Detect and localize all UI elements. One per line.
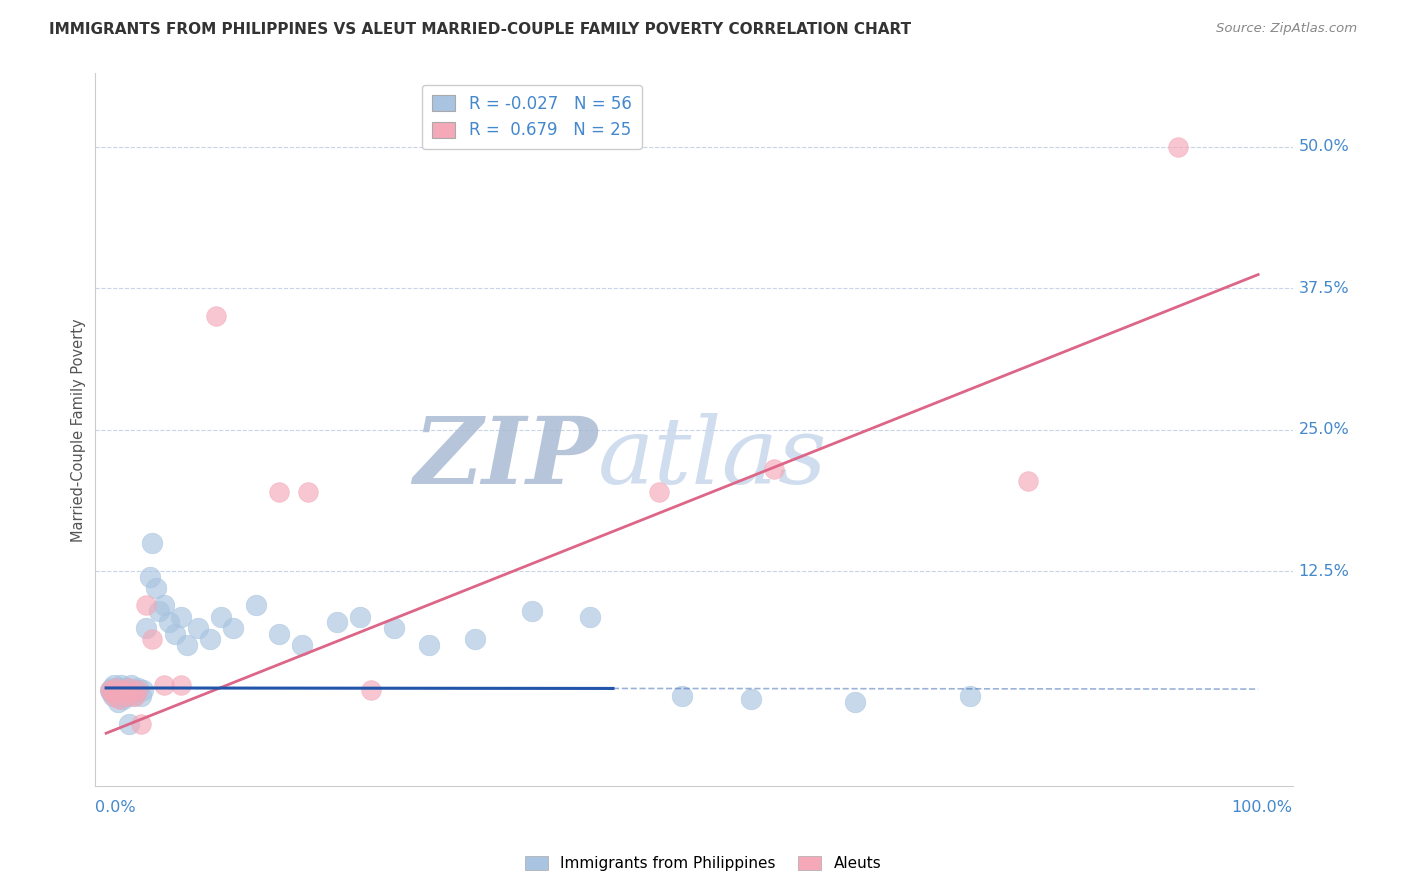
Point (104, 683, 127, 698)
Point (159, 615, 181, 630)
Point (114, 683, 136, 698)
Point (198, 632, 221, 647)
Point (127, 683, 149, 698)
Text: atlas: atlas (598, 413, 827, 503)
Point (245, 599, 267, 613)
Point (135, 599, 157, 613)
Point (107, 692, 129, 706)
Text: 0.0%: 0.0% (94, 800, 135, 815)
Point (101, 681, 124, 695)
Point (107, 689, 129, 703)
Point (148, 604, 170, 618)
Point (141, 536, 163, 550)
Text: 50.0%: 50.0% (1299, 139, 1350, 154)
Legend: Immigrants from Philippines, Aleuts: Immigrants from Philippines, Aleuts (519, 849, 887, 877)
Point (129, 689, 152, 703)
Point (382, 621, 405, 635)
Point (141, 632, 163, 647)
Point (103, 689, 125, 703)
Text: ZIP: ZIP (413, 413, 598, 503)
Text: 37.5%: 37.5% (1299, 281, 1350, 295)
Text: 12.5%: 12.5% (1299, 564, 1350, 579)
Point (105, 685, 128, 699)
Point (222, 621, 245, 635)
Point (118, 683, 141, 698)
Point (132, 683, 155, 698)
Point (844, 694, 866, 708)
Point (152, 599, 174, 613)
Point (118, 717, 141, 731)
Point (111, 685, 134, 699)
Point (103, 677, 125, 691)
Point (648, 485, 671, 500)
Point (108, 683, 131, 698)
Text: 25.0%: 25.0% (1299, 422, 1350, 437)
Point (267, 626, 290, 640)
Point (110, 685, 132, 699)
Point (176, 638, 198, 652)
Point (297, 485, 319, 500)
Point (187, 621, 209, 635)
Point (135, 621, 157, 635)
Point (763, 462, 786, 476)
Point (325, 615, 347, 630)
Point (100, 685, 122, 699)
Point (121, 689, 143, 703)
Point (129, 717, 152, 731)
Point (267, 485, 290, 500)
Point (114, 689, 136, 703)
Point (204, 310, 226, 324)
Point (110, 677, 132, 691)
Point (101, 685, 124, 699)
Point (522, 604, 544, 618)
Point (112, 692, 135, 706)
Point (98, 683, 121, 698)
Point (105, 681, 128, 695)
Point (115, 689, 138, 703)
Point (165, 626, 187, 640)
Point (117, 685, 139, 699)
Point (209, 609, 232, 624)
Text: Source: ZipAtlas.com: Source: ZipAtlas.com (1216, 22, 1357, 36)
Point (291, 638, 314, 652)
Point (112, 681, 135, 695)
Point (107, 681, 129, 695)
Point (464, 632, 486, 647)
Point (671, 689, 693, 703)
Point (418, 638, 440, 652)
Point (125, 685, 148, 699)
Point (121, 685, 143, 699)
Y-axis label: Married-Couple Family Poverty: Married-Couple Family Poverty (72, 318, 86, 541)
Point (1166, 139, 1188, 153)
Point (98, 683, 121, 698)
Point (579, 609, 602, 624)
Point (101, 689, 124, 703)
Point (127, 681, 149, 695)
Point (959, 689, 981, 703)
Point (112, 683, 135, 698)
Point (120, 677, 142, 691)
Point (139, 570, 162, 584)
Point (107, 694, 129, 708)
Point (152, 677, 174, 691)
Point (124, 689, 146, 703)
Text: IMMIGRANTS FROM PHILIPPINES VS ALEUT MARRIED-COUPLE FAMILY POVERTY CORRELATION C: IMMIGRANTS FROM PHILIPPINES VS ALEUT MAR… (49, 22, 911, 37)
Point (115, 681, 138, 695)
Point (170, 609, 193, 624)
Point (740, 692, 762, 706)
Point (1017, 474, 1039, 488)
Point (170, 677, 193, 691)
Point (145, 582, 167, 596)
Point (349, 609, 371, 624)
Point (118, 681, 141, 695)
Text: 100.0%: 100.0% (1232, 800, 1292, 815)
Point (360, 683, 382, 698)
Legend: R = -0.027   N = 56, R =  0.679   N = 25: R = -0.027 N = 56, R = 0.679 N = 25 (422, 85, 641, 149)
Point (124, 683, 146, 698)
